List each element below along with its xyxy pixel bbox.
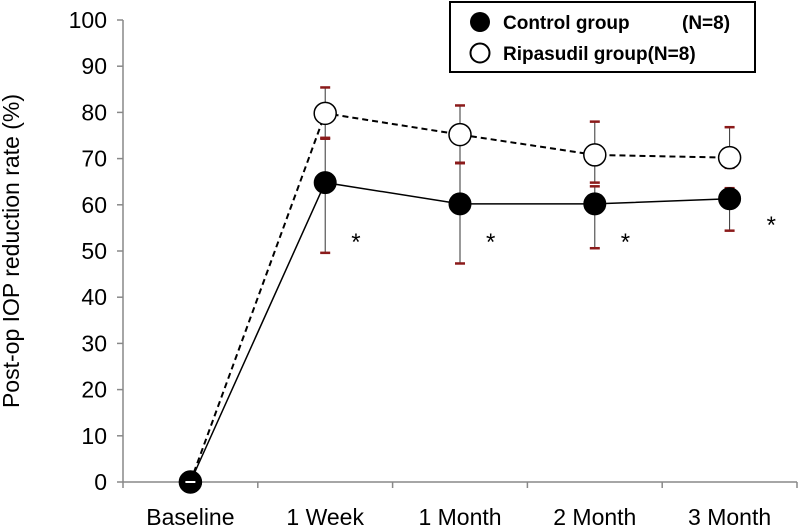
significance-marker: *	[767, 212, 776, 239]
y-tick-label: 70	[81, 146, 107, 172]
legend-marker-control	[470, 12, 490, 32]
data-point-control	[583, 192, 607, 216]
y-tick-label: 80	[81, 99, 107, 125]
legend-label-ripasudil: Ripasudil group(N=8)	[503, 44, 696, 65]
y-axis: 0 10 20 30 40 50 60 70 80 90 100	[69, 7, 124, 495]
significance-marker: *	[486, 229, 495, 256]
data-point-ripasudil	[448, 122, 472, 147]
data-point-ripasudil	[313, 101, 337, 126]
y-tick-label: 30	[81, 330, 107, 356]
series-line-1	[189, 112, 730, 483]
legend-n-control: (N=8)	[682, 13, 730, 34]
data-point-control	[448, 192, 472, 216]
legend-box	[449, 1, 756, 73]
series-layer: * * * *	[178, 86, 776, 494]
y-tick-label: 40	[81, 284, 107, 310]
y-tick-label: 60	[81, 192, 107, 218]
y-tick-label: 100	[69, 7, 107, 33]
x-tick-label: 3 Month	[688, 504, 771, 529]
x-tick-label: 1 Month	[418, 504, 501, 529]
x-tick-label: 1 Week	[286, 504, 364, 529]
y-tick-label: 90	[81, 53, 107, 79]
x-tick-label: 2 Month	[553, 504, 636, 529]
y-axis-title: Post-op IOP reduction rate (%)	[0, 94, 24, 408]
significance-marker: *	[621, 229, 630, 256]
legend-marker-ripasudil	[469, 42, 491, 64]
y-tick-label: 50	[81, 238, 107, 264]
data-point-ripasudil	[583, 143, 607, 167]
x-tick-label: Baseline	[146, 504, 234, 529]
x-axis: Baseline 1 Week 1 Month 2 Month 3 Month	[122, 481, 798, 529]
data-point-control	[313, 171, 337, 195]
legend-label-control: Control group	[503, 13, 630, 34]
significance-marker: *	[351, 229, 360, 256]
y-tick-label: 20	[81, 377, 107, 403]
y-tick-label: 0	[94, 469, 107, 495]
legend: Control group (N=8) Ripasudil group(N=8)	[449, 1, 756, 73]
data-point-ripasudil	[717, 145, 742, 170]
y-tick-label: 10	[81, 423, 107, 449]
data-point-control	[718, 187, 742, 211]
